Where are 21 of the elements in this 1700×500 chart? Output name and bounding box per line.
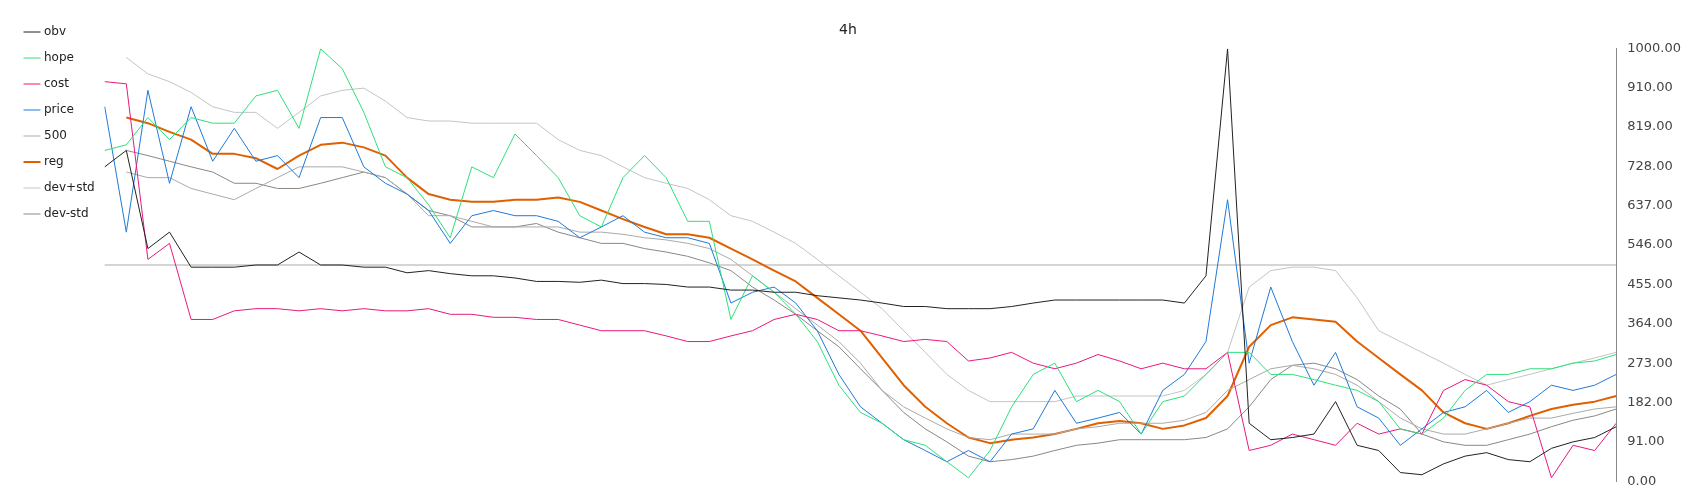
y-tick-label: 455.00 [1627,275,1673,291]
y-tick-label: 182.00 [1627,393,1673,409]
legend-label: hope [44,50,74,65]
y-tick-label: 364.00 [1627,315,1673,331]
y-tick-label: 273.00 [1627,354,1673,370]
legend-label: cost [44,76,70,91]
chart-title: 4h [839,21,857,38]
y-tick-label: 910.00 [1627,79,1673,95]
legend-label: obv [44,24,67,39]
y-tick-label: 0.00 [1627,472,1657,488]
y-tick-label: 1000.00 [1627,40,1682,56]
legend-label: dev-std [44,206,89,221]
legend-label: reg [44,154,64,169]
y-tick-label: 728.00 [1627,157,1673,173]
legend-label: price [44,102,74,117]
legend-label: 500 [44,128,67,143]
y-tick-label: 637.00 [1627,197,1673,213]
y-tick-label: 91.00 [1627,433,1665,449]
y-tick-label: 819.00 [1627,118,1673,134]
legend-label: dev+std [44,180,95,195]
y-tick-label: 546.00 [1627,236,1673,252]
